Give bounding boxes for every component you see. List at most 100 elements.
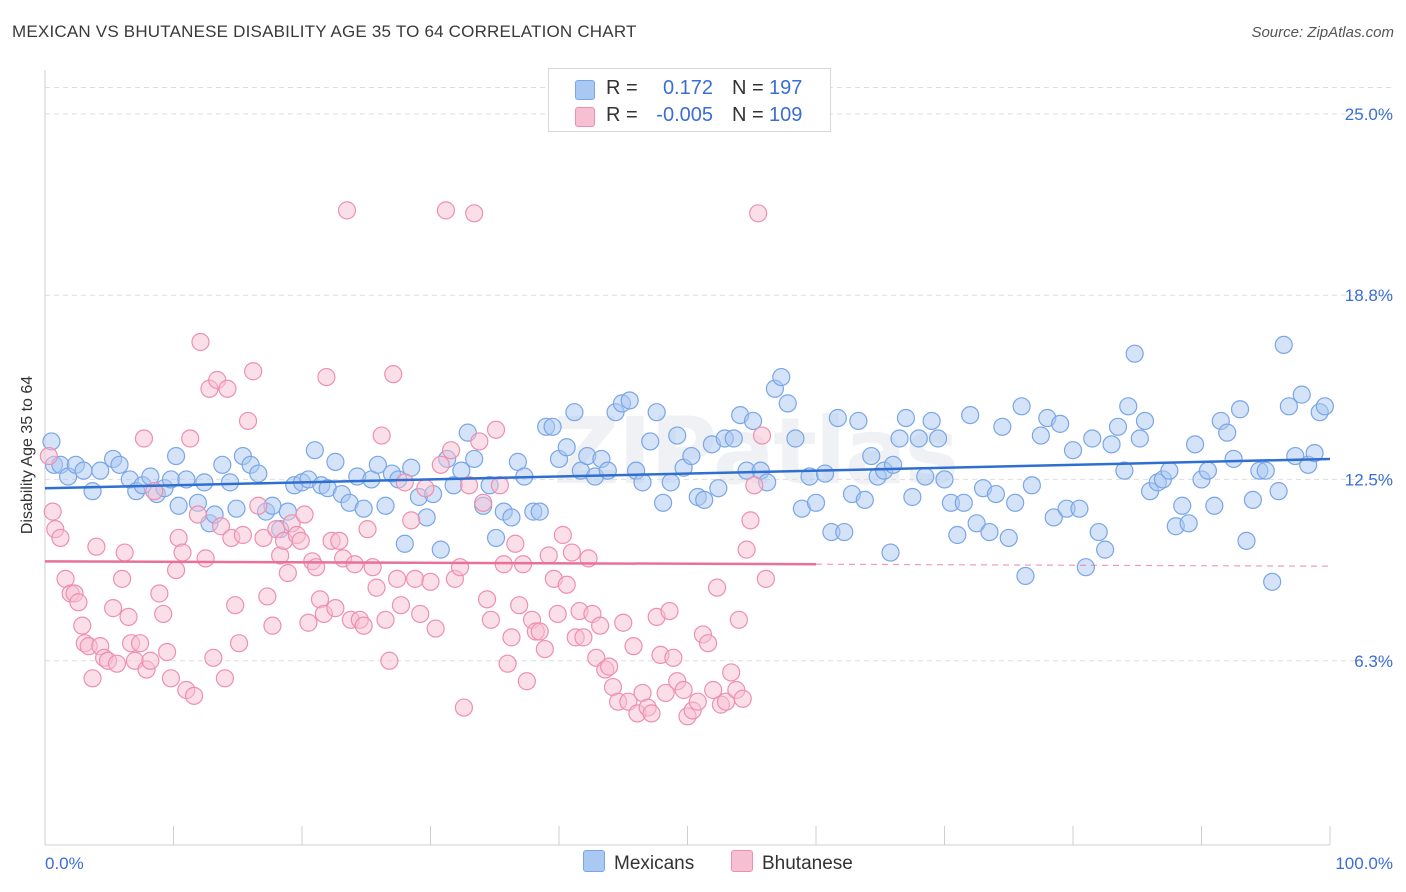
legend-row-mexicans: R = 0.172 N = 197 bbox=[549, 76, 830, 102]
mexicans-point bbox=[354, 499, 373, 518]
bhutanese-point bbox=[557, 575, 576, 594]
source-credit: Source: ZipAtlas.com bbox=[1251, 24, 1394, 41]
mexicans-point bbox=[1269, 482, 1288, 501]
bhutanese-point bbox=[517, 672, 536, 691]
mexicans-point bbox=[1263, 572, 1282, 591]
bhutanese-point bbox=[722, 663, 741, 682]
mexicans-point bbox=[326, 452, 345, 471]
mexicans-point bbox=[565, 403, 584, 422]
bhutanese-trend-extension bbox=[815, 563, 1331, 567]
mexicans-point bbox=[909, 429, 928, 448]
correlation-legend: R = 0.172 N = 197 R = -0.005 N = 109 bbox=[548, 68, 831, 132]
series-legend: Mexicans Bhutanese bbox=[0, 850, 1406, 878]
mexicans-point bbox=[1179, 514, 1198, 533]
bhutanese-point bbox=[477, 590, 497, 609]
bhutanese-swatch bbox=[731, 850, 753, 872]
mexicans-point bbox=[1279, 397, 1298, 416]
bhutanese-point bbox=[441, 441, 461, 460]
bhutanese-point bbox=[474, 493, 493, 512]
mexicans-point bbox=[213, 455, 232, 474]
n-label: N = bbox=[732, 104, 764, 126]
legend-item-bhutanese[interactable]: Bhutanese bbox=[731, 850, 853, 875]
mexicans-point bbox=[1305, 444, 1324, 463]
bhutanese-point bbox=[196, 549, 215, 568]
bhutanese-point bbox=[752, 426, 772, 445]
bhutanese-point bbox=[756, 569, 775, 588]
bhutanese-point bbox=[395, 473, 414, 492]
mexicans-point bbox=[922, 411, 941, 431]
bhutanese-point bbox=[704, 680, 723, 700]
mexicans-point bbox=[916, 467, 935, 486]
mexicans-point bbox=[855, 490, 874, 510]
mexicans-point bbox=[896, 408, 916, 428]
bhutanese-point bbox=[490, 476, 509, 495]
bhutanese-point bbox=[181, 429, 200, 448]
mexicans-point bbox=[417, 508, 436, 527]
mexicans-point bbox=[530, 502, 549, 521]
bhutanese-point bbox=[372, 426, 391, 445]
mexicans-point bbox=[74, 461, 93, 480]
legend-item-mexicans[interactable]: Mexicans bbox=[583, 850, 694, 875]
bhutanese-point bbox=[330, 531, 349, 550]
mexicans-points bbox=[42, 335, 1334, 591]
mexicans-point bbox=[1115, 461, 1134, 480]
bhutanese-point bbox=[337, 201, 357, 220]
mexicans-point bbox=[1031, 426, 1050, 445]
bhutanese-point bbox=[83, 669, 102, 688]
mexicans-point bbox=[1198, 461, 1218, 480]
mexicans-point bbox=[806, 493, 826, 512]
bhutanese-point bbox=[674, 680, 693, 700]
mexicans-point bbox=[1230, 400, 1250, 419]
mexicans-point bbox=[1125, 344, 1144, 363]
mexicans-point bbox=[1044, 508, 1063, 527]
mexicans-point bbox=[1274, 335, 1293, 355]
bhutanese-point bbox=[104, 599, 123, 618]
bhutanese-point bbox=[157, 642, 177, 662]
mexicans-point bbox=[828, 408, 847, 428]
mexicans-point bbox=[967, 514, 986, 533]
y-tick-label: 18.8% bbox=[1345, 286, 1393, 305]
mexicans-point bbox=[961, 405, 980, 425]
mexicans-point bbox=[682, 446, 701, 466]
mexicans-point bbox=[935, 470, 954, 489]
bhutanese-point bbox=[130, 634, 150, 653]
bhutanese-point bbox=[411, 604, 430, 624]
bhutanese-point bbox=[134, 429, 154, 448]
mexicans-point bbox=[305, 441, 324, 460]
mexicans-point bbox=[195, 473, 214, 492]
mexicans-point bbox=[903, 487, 922, 507]
mexicans-point bbox=[980, 522, 999, 542]
mexicans-point bbox=[227, 499, 246, 518]
bhutanese-point bbox=[530, 622, 549, 641]
mexicans-point bbox=[83, 482, 102, 501]
legend-label-mexicans: Mexicans bbox=[614, 853, 695, 874]
bhutanese-point bbox=[73, 616, 92, 635]
bhutanese-point bbox=[295, 505, 314, 524]
mexicans-point bbox=[169, 496, 188, 515]
bhutanese-point bbox=[244, 362, 263, 381]
mexicans-point bbox=[1160, 461, 1179, 480]
mexicans-point bbox=[368, 455, 387, 474]
bhutanese-point bbox=[115, 543, 134, 562]
mexicans-point bbox=[1083, 429, 1102, 448]
bhutanese-point bbox=[51, 528, 70, 548]
bhutanese-point bbox=[387, 569, 407, 588]
bhutanese-point bbox=[254, 528, 273, 548]
bhutanese-point bbox=[502, 628, 521, 647]
x-tick-label-min: 0.0% bbox=[45, 854, 84, 873]
mexicans-point bbox=[1256, 461, 1275, 480]
bhutanese-point bbox=[562, 543, 581, 562]
bhutanese-point bbox=[43, 502, 62, 521]
bhutanese-point bbox=[87, 537, 106, 556]
mexicans-point bbox=[948, 525, 967, 545]
bhutanese-point bbox=[173, 543, 192, 562]
mexicans-point bbox=[883, 455, 903, 474]
mexicans-point bbox=[431, 540, 450, 559]
bhutanese-point bbox=[154, 604, 173, 624]
mexicans-point bbox=[1096, 540, 1115, 559]
mexicans-point bbox=[849, 411, 868, 431]
mexicans-point bbox=[1070, 499, 1089, 518]
bhutanese-trend-line bbox=[44, 560, 817, 566]
bhutanese-point bbox=[591, 616, 610, 635]
